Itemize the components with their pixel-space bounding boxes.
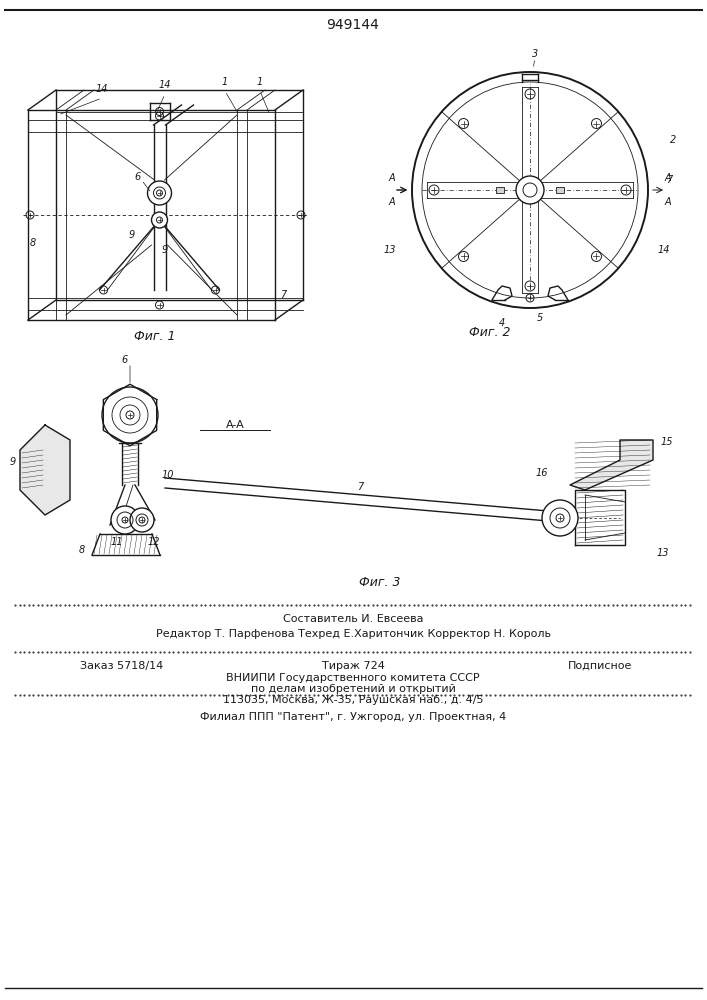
Text: Редактор Т. Парфенова Техред Е.Харитончик Корректор Н. Король: Редактор Т. Парфенова Техред Е.Харитончи… [156,629,551,639]
Text: Заказ 5718/14: Заказ 5718/14 [80,661,163,671]
Circle shape [151,212,168,228]
Text: 10: 10 [162,470,174,480]
Text: 1: 1 [257,77,263,87]
Text: 8: 8 [79,545,85,555]
Text: A: A [389,197,395,207]
Bar [534,187,542,193]
Circle shape [111,506,139,534]
Text: 14: 14 [95,84,108,94]
Circle shape [148,181,172,205]
Bar [496,187,504,193]
Text: A: A [665,173,672,183]
Text: 14: 14 [159,80,171,90]
Text: 14: 14 [658,245,670,255]
Text: по делам изобретений и открытий: по делам изобретений и открытий [250,684,455,694]
Text: Фиг. 3: Фиг. 3 [359,576,401,588]
Text: Составитель И. Евсеева: Составитель И. Евсеева [283,614,423,624]
Polygon shape [570,440,653,490]
Text: 8: 8 [30,238,36,248]
Text: 5: 5 [537,313,543,323]
Text: 7: 7 [666,175,672,185]
Bar [518,187,526,193]
Text: 2: 2 [670,135,677,145]
Polygon shape [103,384,157,446]
Text: Тираж 724: Тираж 724 [322,661,385,671]
Text: A-A: A-A [226,420,245,430]
Text: 15: 15 [661,437,673,447]
Text: 7: 7 [357,482,363,492]
Text: 1: 1 [222,77,228,87]
Text: 9: 9 [10,457,16,467]
Circle shape [130,508,154,532]
Text: 12: 12 [148,537,160,547]
Text: Филиал ППП "Патент", г. Ужгород, ул. Проектная, 4: Филиал ППП "Патент", г. Ужгород, ул. Про… [200,712,506,722]
Text: 16: 16 [536,468,548,478]
Text: 11: 11 [111,537,123,547]
Text: 13: 13 [657,548,670,558]
Text: 4: 4 [499,318,505,328]
Circle shape [516,176,544,204]
Text: 6: 6 [122,355,128,365]
Polygon shape [20,425,70,515]
Text: 9: 9 [161,245,168,255]
Bar [556,187,564,193]
Text: ВНИИПИ Государственного комитета СССР: ВНИИПИ Государственного комитета СССР [226,673,480,683]
Text: Фиг. 1: Фиг. 1 [134,330,176,344]
Text: 7: 7 [280,290,286,300]
Text: 6: 6 [134,172,141,182]
Text: 13: 13 [384,245,396,255]
Circle shape [542,500,578,536]
Text: 3: 3 [532,49,538,59]
Text: Подписное: Подписное [568,661,632,671]
Text: 949144: 949144 [327,18,380,32]
Text: 113035, Москва, Ж-35, Раушская наб., д. 4/5: 113035, Москва, Ж-35, Раушская наб., д. … [223,695,484,705]
Text: A: A [665,197,672,207]
Text: A: A [389,173,395,183]
Text: 9: 9 [129,230,134,240]
Text: Фиг. 2: Фиг. 2 [469,326,510,338]
